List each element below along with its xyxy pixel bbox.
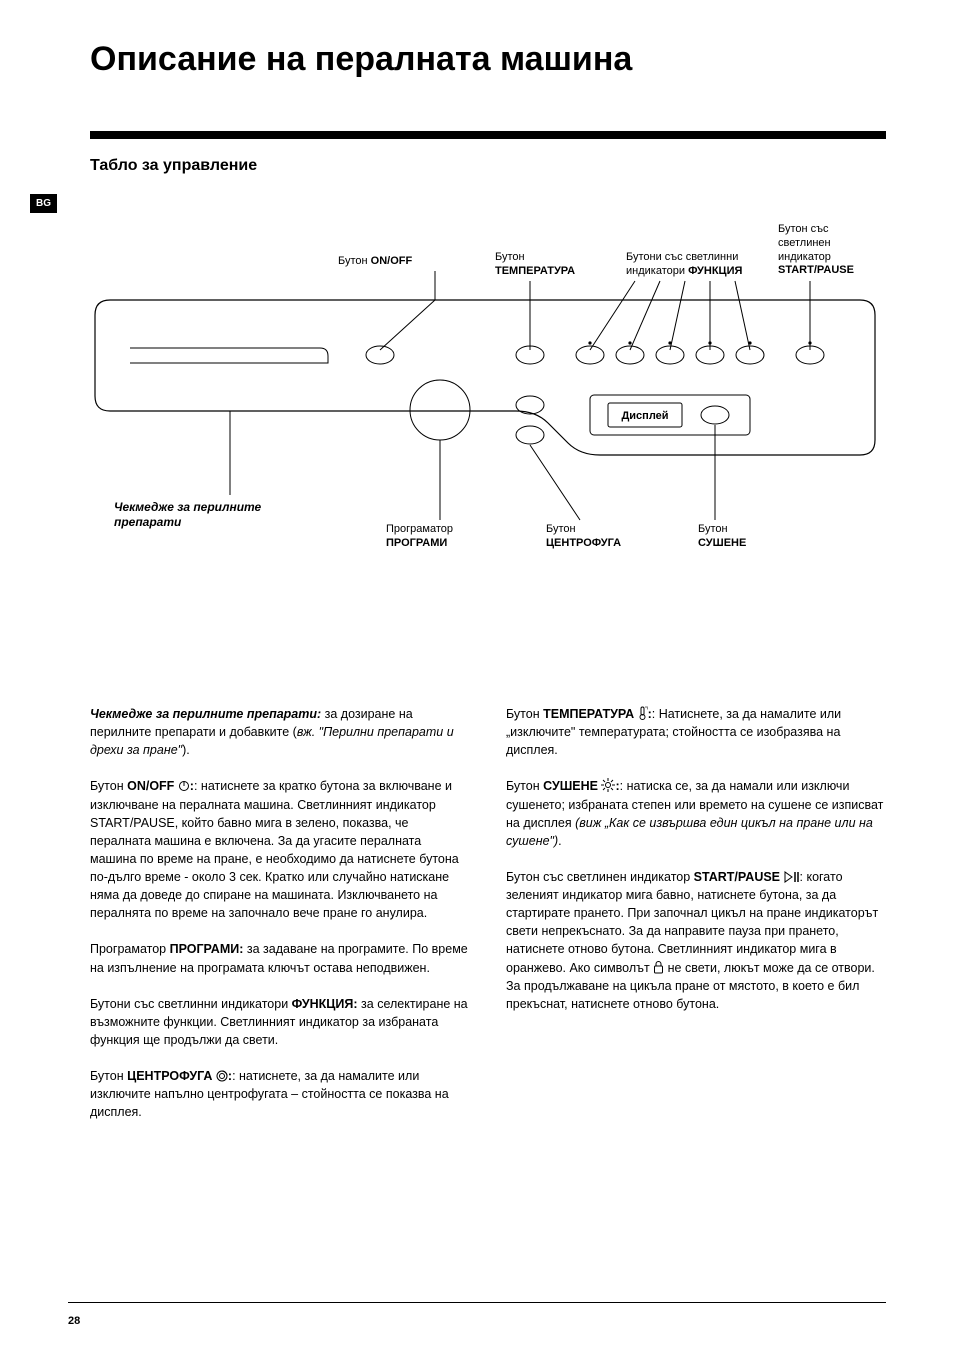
sun-icon <box>601 778 615 792</box>
para-dry: Бутон СУШЕНЕ :: натиска се, за да намали… <box>506 777 886 850</box>
para-startpause: Бутон със светлинен индикатор START/PAUS… <box>506 868 886 1013</box>
section-heading: Табло за управление <box>90 157 886 175</box>
para-function: Бутони със светлинни индикатори ФУНКЦИЯ:… <box>90 995 470 1049</box>
page-title: Описание на пералната машина <box>90 40 886 79</box>
left-column: Чекмедже за перилните препарати: за дози… <box>90 705 470 1139</box>
para-onoff: Бутон ON/OFF :: натиснете за кратко буто… <box>90 777 470 922</box>
para-spin: Бутон ЦЕНТРОФУГА :: натиснете, за да нам… <box>90 1067 470 1121</box>
control-panel-diagram: Бутон ON/OFF БутонТЕМПЕРАТУРА Бутони със… <box>90 255 886 585</box>
footer-rule <box>68 1302 886 1304</box>
right-column: Бутон ТЕМПЕРАТУРА °C:: Натиснете, за да … <box>506 705 886 1139</box>
panel-svg: Дисплей <box>90 255 890 555</box>
body-text: Чекмедже за перилните препарати: за дози… <box>90 705 886 1139</box>
lock-icon <box>653 961 664 974</box>
spin-icon <box>216 1070 228 1082</box>
power-icon <box>178 780 190 792</box>
display-label-text: Дисплей <box>621 410 668 422</box>
language-tab: BG <box>30 194 57 213</box>
page-number: 28 <box>68 1315 80 1327</box>
para-programs: Програматор ПРОГРАМИ: за задаване на про… <box>90 940 470 976</box>
title-rule <box>90 131 886 139</box>
para-drawer: Чекмедже за перилните препарати: за дози… <box>90 705 470 759</box>
thermometer-icon: °C <box>638 706 648 720</box>
para-temperature: Бутон ТЕМПЕРАТУРА °C:: Натиснете, за да … <box>506 705 886 759</box>
play-pause-icon <box>784 871 800 883</box>
